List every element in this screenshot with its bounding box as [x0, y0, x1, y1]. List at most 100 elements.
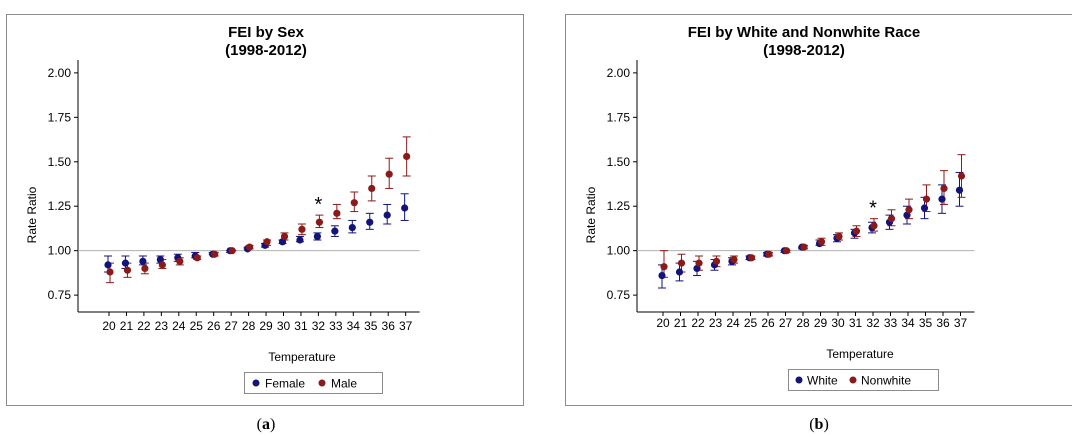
- data-point: [800, 243, 808, 251]
- data-point: [298, 225, 306, 233]
- y-tick-label: 1.25: [607, 199, 631, 213]
- data-point: [141, 264, 149, 273]
- data-point: [296, 236, 304, 244]
- panel-a-title: FEI by Sex: [228, 24, 305, 41]
- panel-b-legend: White Nonwhite: [788, 369, 939, 391]
- x-tick-label: 27: [224, 319, 238, 333]
- data-point: [765, 250, 773, 258]
- y-tick-label: 1.00: [607, 244, 631, 258]
- data-point: [712, 257, 721, 265]
- data-point: [228, 247, 236, 255]
- data-point: [401, 204, 409, 212]
- panel-a-frame: [6, 14, 524, 406]
- data-point: [383, 211, 391, 219]
- x-tick-label: 25: [744, 316, 758, 330]
- data-point: [366, 218, 374, 226]
- significance-marker: *: [869, 198, 877, 220]
- panel-a-plot: 0.75 1.00 1.25 1.50 1.75 2.00 20 21 22 23 24 25 26 27…: [48, 60, 420, 333]
- legend-label-white: White: [807, 374, 838, 388]
- panel-b-xlabel: Temperature: [826, 347, 894, 361]
- legend-marker-white: [795, 376, 803, 384]
- x-tick-label: 24: [726, 316, 740, 330]
- data-point: [246, 243, 254, 251]
- y-tick-label: 2.00: [607, 66, 631, 80]
- panel-a-ylabel: Rate Ratio: [25, 186, 39, 243]
- panel-b: FEI by White and Nonwhite Race (1998-201…: [565, 14, 1072, 433]
- panel-a-subtitle: (1998-2012): [225, 42, 307, 59]
- panel-a: FEI by Sex (1998-2012) 0.75 1.00 1.25 1.50 1…: [6, 14, 524, 433]
- x-tick-label: 26: [207, 319, 221, 333]
- data-point: [660, 263, 668, 271]
- x-tick-label: 36: [936, 316, 950, 330]
- data-point: [852, 227, 861, 235]
- data-point: [121, 259, 130, 267]
- x-tick-label: 25: [190, 319, 204, 333]
- data-point: [747, 254, 756, 262]
- panel-a-caption: (a): [257, 416, 276, 433]
- panel-b-frame: [565, 14, 1072, 406]
- data-point: [817, 238, 826, 246]
- data-point: [106, 268, 114, 276]
- data-point: [263, 238, 271, 246]
- legend-label-nonwhite: Nonwhite: [861, 374, 911, 388]
- data-point: [695, 259, 703, 267]
- legend-label-female: Female: [265, 377, 305, 391]
- data-point: [677, 259, 686, 267]
- panel-a-legend: Female Male: [244, 372, 383, 394]
- panel-b-plot: 0.75 1.00 1.25 1.50 1.75 2.00 20 21 22 23 24 25 26 27…: [607, 60, 975, 330]
- data-point: [350, 199, 358, 207]
- data-point: [313, 232, 321, 241]
- y-tick-label: 1.50: [607, 155, 631, 169]
- data-point: [940, 184, 948, 193]
- x-tick-label: 35: [919, 316, 933, 330]
- data-point: [658, 271, 666, 280]
- x-tick-label: 23: [709, 316, 723, 330]
- data-point: [333, 209, 341, 217]
- x-tick-label: 33: [329, 319, 343, 333]
- panel-b-caption: (b): [809, 416, 829, 433]
- x-tick-label: 21: [674, 316, 688, 330]
- data-point: [139, 257, 147, 265]
- legend-label-male: Male: [331, 377, 357, 391]
- data-point: [887, 215, 896, 223]
- x-tick-label: 35: [364, 319, 378, 333]
- data-point: [403, 152, 411, 161]
- x-tick-label: 33: [884, 316, 898, 330]
- data-point: [905, 206, 913, 214]
- data-point: [331, 227, 339, 235]
- data-point: [123, 266, 132, 274]
- x-tick-label: 27: [779, 316, 793, 330]
- x-tick-label: 29: [259, 319, 273, 333]
- legend-marker-nonwhite: [849, 376, 857, 384]
- panel-b-subtitle: (1998-2012): [763, 42, 845, 59]
- x-tick-label: 31: [294, 319, 308, 333]
- y-tick-label: 0.75: [607, 288, 631, 302]
- y-tick-label: 2.00: [48, 66, 72, 80]
- data-point: [675, 268, 684, 276]
- panel-b-ylabel: Rate Ratio: [584, 186, 598, 243]
- data-point: [938, 195, 946, 203]
- x-tick-label: 20: [102, 319, 116, 333]
- x-tick-label: 32: [312, 319, 326, 333]
- x-tick-label: 34: [347, 319, 361, 333]
- x-tick-label: 23: [155, 319, 169, 333]
- data-point: [920, 204, 929, 212]
- x-tick-label: 30: [277, 319, 291, 333]
- data-point: [955, 186, 964, 194]
- data-point: [730, 255, 738, 264]
- legend-marker-female: [252, 379, 260, 387]
- data-point: [957, 172, 966, 180]
- panel-b-legend-box: [788, 369, 939, 391]
- panel-a-xlabel: Temperature: [268, 350, 336, 364]
- y-tick-label: 1.75: [48, 110, 72, 124]
- x-tick-label: 22: [137, 319, 151, 333]
- data-point: [193, 254, 201, 262]
- y-tick-label: 1.00: [48, 244, 72, 258]
- x-tick-label: 37: [399, 319, 413, 333]
- data-point: [835, 232, 843, 241]
- x-tick-label: 32: [866, 316, 880, 330]
- x-tick-label: 28: [796, 316, 810, 330]
- y-tick-label: 1.75: [607, 110, 631, 124]
- data-point: [158, 261, 166, 269]
